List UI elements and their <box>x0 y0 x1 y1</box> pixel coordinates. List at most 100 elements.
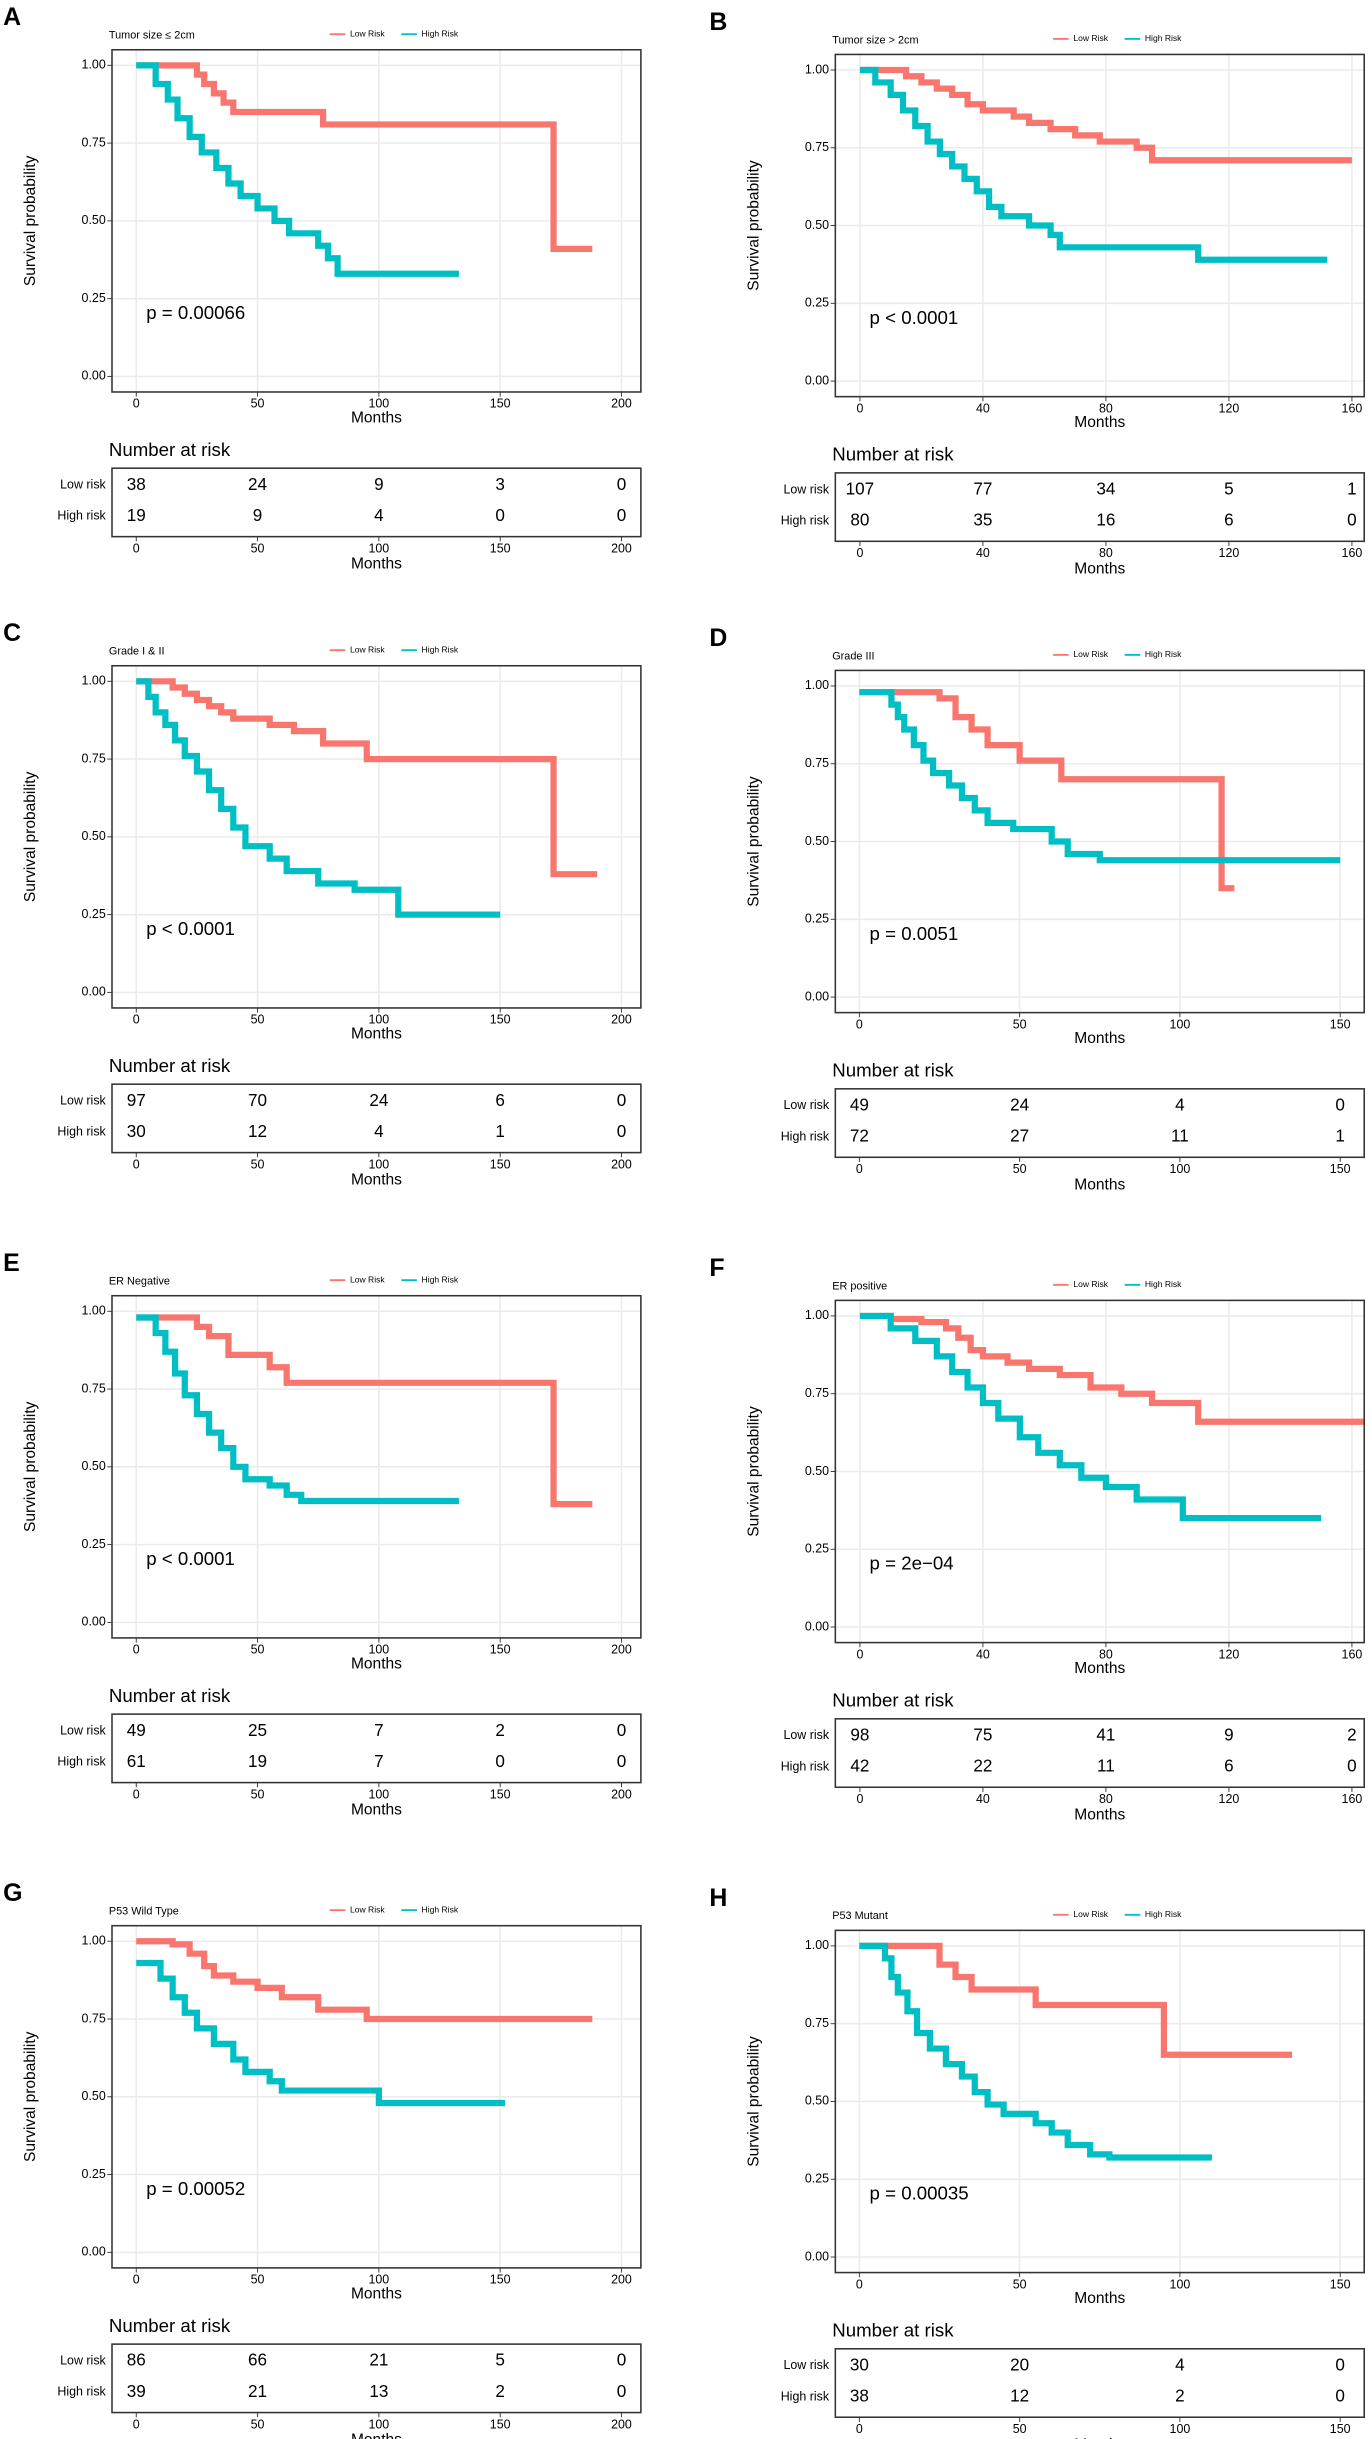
x-tick-label: 40 <box>976 1647 990 1661</box>
risk-count: 3 <box>495 475 505 494</box>
plot-border <box>834 53 1365 398</box>
risk-x-tick-label: 50 <box>251 541 265 555</box>
y-tick-label: 0.75 <box>805 756 829 770</box>
plot-border <box>834 1929 1365 2274</box>
legend-label: Low Risk <box>1073 1909 1108 1919</box>
strata-label: High risk <box>57 1755 106 1769</box>
y-tick-label: 0.50 <box>82 1459 106 1473</box>
y-tick-label: 0.75 <box>805 140 829 154</box>
x-axis-label: Months <box>351 1026 402 1043</box>
risk-count: 6 <box>1224 1757 1234 1776</box>
panel-title: ER positive <box>832 1280 887 1292</box>
survival-curve <box>859 1942 1212 2161</box>
risk-count: 0 <box>617 2382 627 2401</box>
y-tick-label: 0.00 <box>82 2245 106 2259</box>
strata-label: High risk <box>57 509 106 523</box>
strata-label: High risk <box>781 1129 830 1143</box>
risk-count: 20 <box>1010 2355 1029 2374</box>
y-tick-label: 1.00 <box>82 1934 106 1948</box>
risk-count: 0 <box>495 1752 505 1771</box>
x-tick-label: 150 <box>490 397 511 411</box>
panel-label: C <box>3 619 21 647</box>
risk-count: 2 <box>1175 2387 1185 2406</box>
risk-count: 72 <box>850 1127 869 1146</box>
y-axis-label: Survival probability <box>22 2031 39 2162</box>
y-tick-label: 0.50 <box>805 834 829 848</box>
risk-x-tick-label: 120 <box>1219 546 1240 560</box>
x-axis-label: Months <box>1074 1660 1125 1677</box>
legend-label: High Risk <box>1145 1279 1182 1289</box>
plot-border <box>834 1299 1365 1644</box>
panel-label: B <box>709 8 727 36</box>
risk-x-tick-label: 150 <box>490 541 511 555</box>
risk-x-tick-label: 50 <box>251 1787 265 1801</box>
x-axis-label: Months <box>1074 1030 1125 1047</box>
risk-count: 4 <box>374 506 384 525</box>
risk-x-tick-label: 0 <box>133 2417 140 2431</box>
y-tick-label: 0.50 <box>805 218 829 232</box>
risk-count: 4 <box>374 1122 384 1141</box>
risk-x-tick-label: 50 <box>1013 2422 1027 2436</box>
strata-label: Low risk <box>60 1724 106 1738</box>
legend-label: High Risk <box>422 28 459 38</box>
risk-count: 0 <box>617 1721 627 1740</box>
risk-count: 97 <box>127 1091 146 1110</box>
risk-x-tick-label: 80 <box>1099 1792 1113 1806</box>
y-tick-label: 0.25 <box>82 1537 106 1551</box>
risk-count: 1 <box>1347 479 1357 498</box>
x-tick-label: 50 <box>1013 2277 1027 2291</box>
survival-curve <box>136 1938 593 2023</box>
risk-count: 49 <box>850 1095 869 1114</box>
p-value: p = 0.00066 <box>146 302 245 323</box>
risk-x-axis-label: Months <box>1074 2436 1125 2439</box>
panel-title: Tumor size > 2cm <box>832 34 918 46</box>
risk-table-border <box>834 1718 1365 1789</box>
risk-count: 2 <box>495 1721 505 1740</box>
risk-x-axis-label: Months <box>351 1172 402 1189</box>
x-tick-label: 100 <box>368 2273 389 2287</box>
risk-count: 19 <box>248 1752 267 1771</box>
risk-x-tick-label: 0 <box>856 1162 863 1176</box>
x-tick-label: 120 <box>1219 401 1240 415</box>
p-value: p = 0.00052 <box>146 2178 245 2199</box>
risk-x-tick-label: 0 <box>133 541 140 555</box>
legend-label: High Risk <box>1145 1909 1182 1919</box>
x-tick-label: 200 <box>611 397 632 411</box>
panel-label: G <box>3 1879 22 1907</box>
risk-x-axis-label: Months <box>1074 560 1125 577</box>
risk-count: 0 <box>1347 511 1357 530</box>
x-tick-label: 150 <box>1330 2277 1351 2291</box>
risk-x-tick-label: 0 <box>856 546 863 560</box>
risk-count: 27 <box>1010 1127 1029 1146</box>
y-tick-label: 0.00 <box>805 989 829 1003</box>
risk-count: 98 <box>850 1725 869 1744</box>
risk-x-tick-label: 0 <box>133 1787 140 1801</box>
x-tick-label: 40 <box>976 401 990 415</box>
y-tick-label: 0.50 <box>805 1464 829 1478</box>
x-tick-label: 150 <box>490 1643 511 1657</box>
risk-count: 38 <box>127 475 146 494</box>
risk-count: 12 <box>1010 2387 1029 2406</box>
panel-label: D <box>709 624 727 652</box>
risk-count: 0 <box>1347 1757 1357 1776</box>
survival-curve <box>859 1312 1322 1522</box>
survival-curve <box>136 678 598 878</box>
y-axis-label: Survival probability <box>22 771 39 902</box>
x-tick-label: 150 <box>490 1013 511 1027</box>
risk-count: 24 <box>248 475 268 494</box>
legend-label: High Risk <box>422 1274 459 1284</box>
survival-curve <box>136 1314 593 1508</box>
risk-count: 0 <box>617 506 627 525</box>
y-tick-label: 0.50 <box>82 829 106 843</box>
risk-count: 5 <box>495 2351 505 2370</box>
x-tick-label: 100 <box>368 397 389 411</box>
risk-x-tick-label: 100 <box>1170 1162 1191 1176</box>
x-tick-label: 50 <box>251 2273 265 2287</box>
y-axis-label: Survival probability <box>22 1401 39 1532</box>
risk-count: 25 <box>248 1721 267 1740</box>
y-tick-label: 1.00 <box>805 62 829 76</box>
risk-x-axis-label: Months <box>351 556 402 573</box>
y-tick-label: 0.25 <box>805 296 829 310</box>
risk-count: 0 <box>617 2351 627 2370</box>
